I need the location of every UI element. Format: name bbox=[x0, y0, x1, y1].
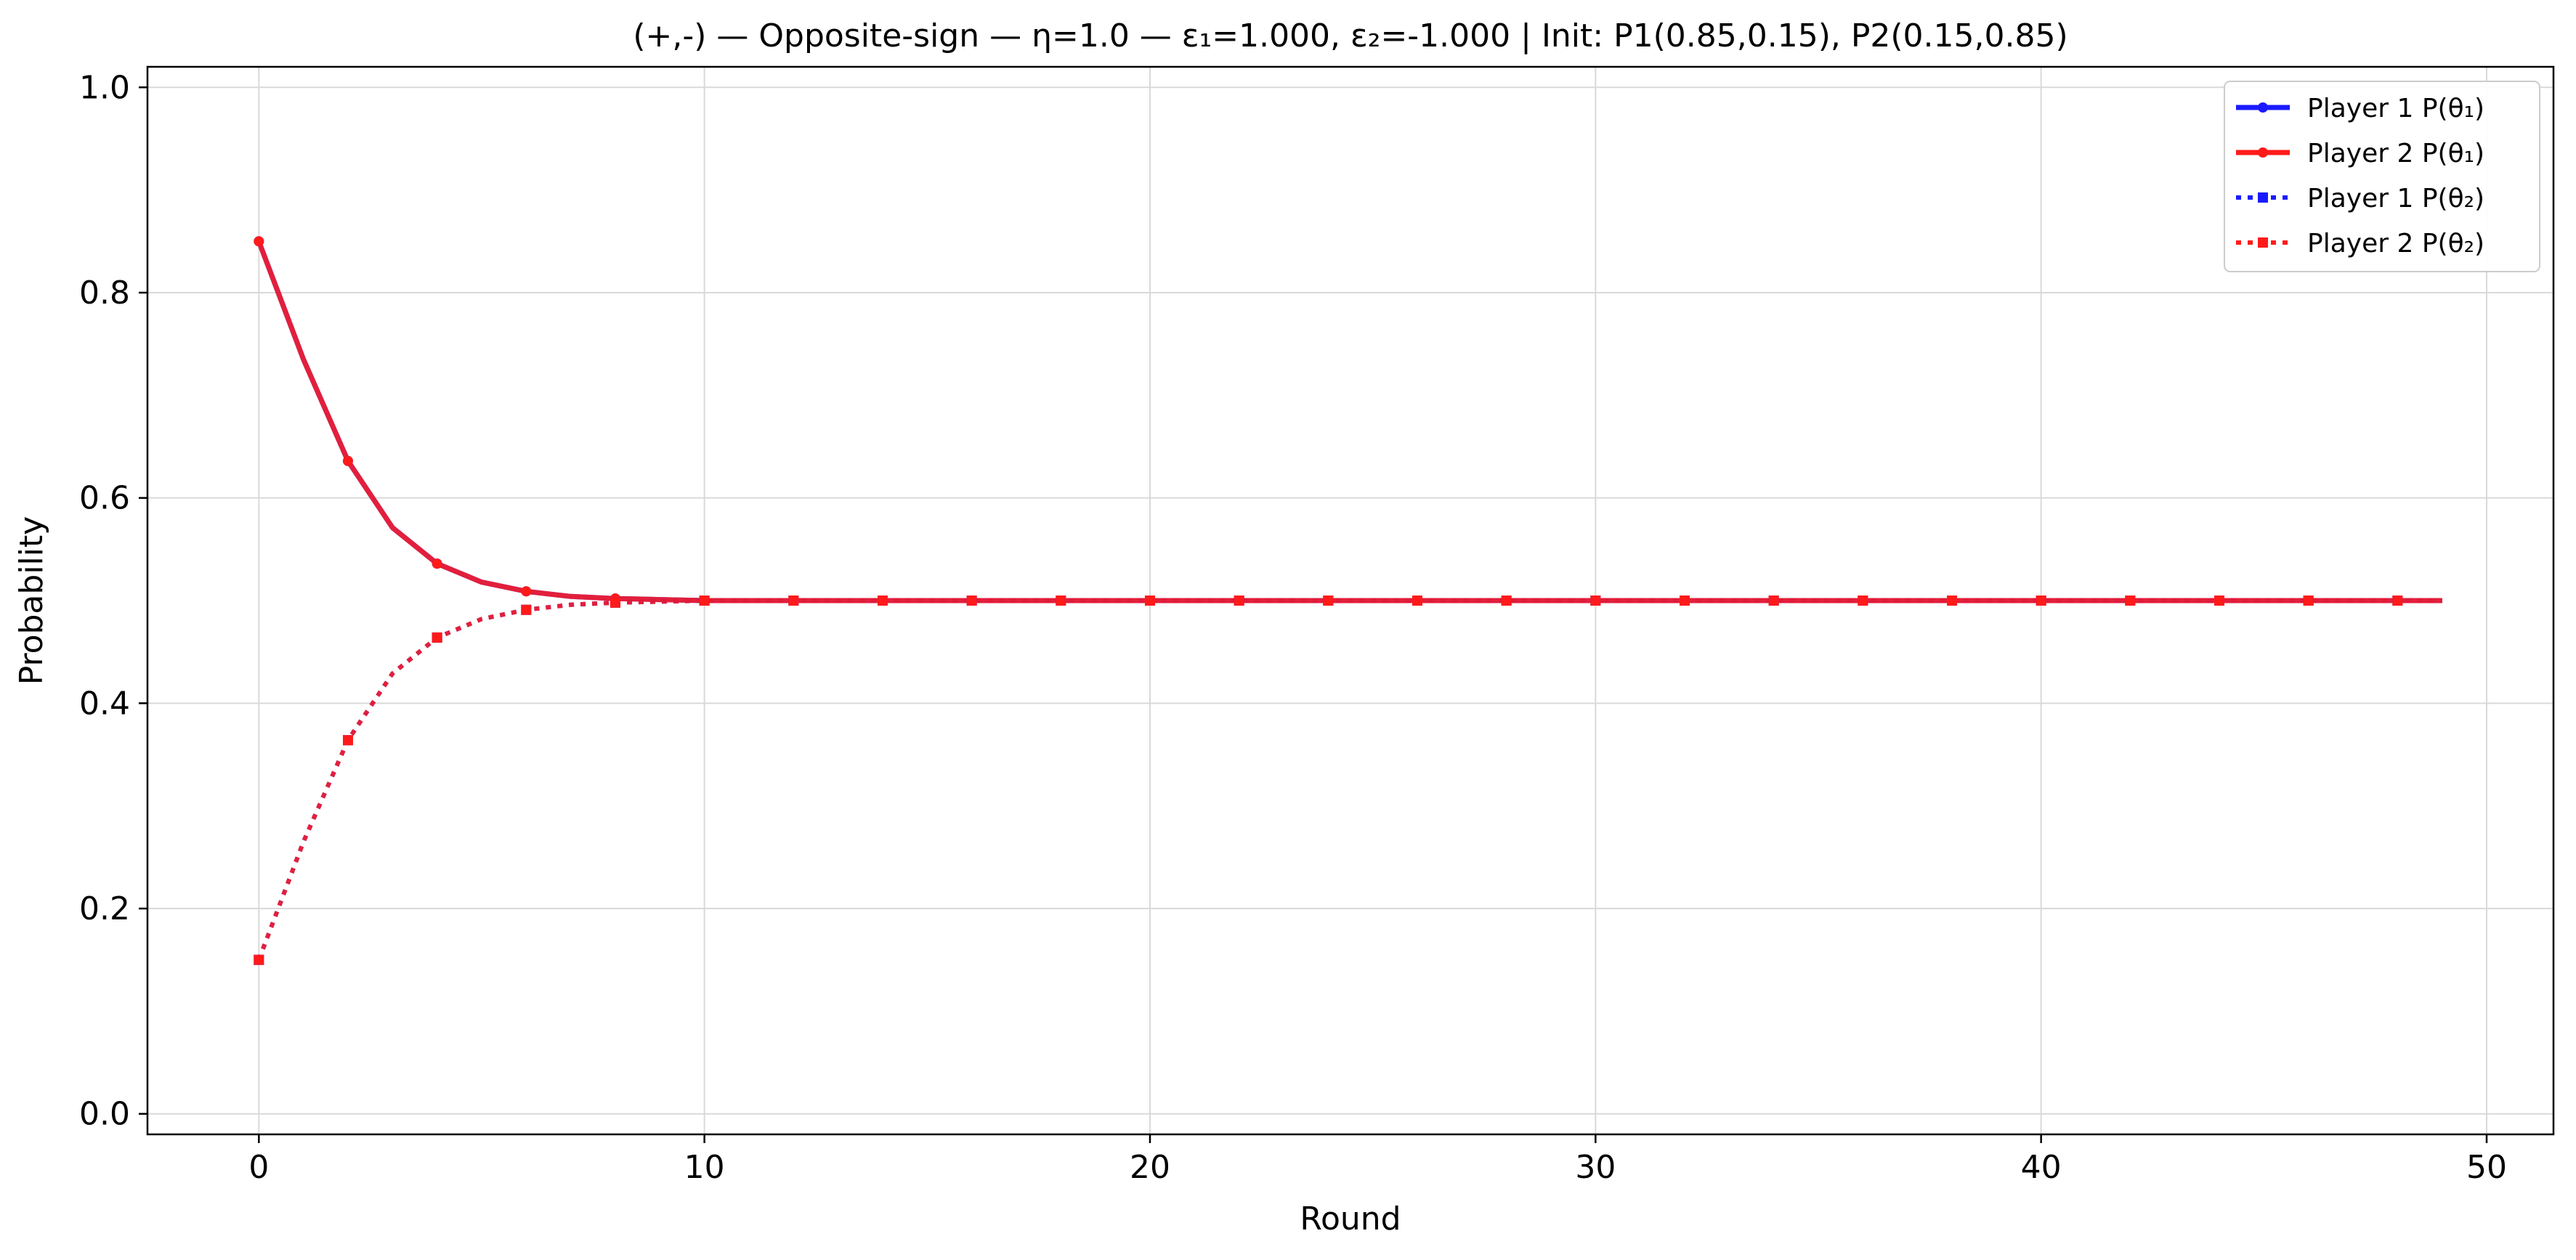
series-4-point bbox=[521, 604, 532, 615]
y-tick-label: 0.2 bbox=[79, 890, 130, 927]
legend-marker bbox=[2258, 237, 2268, 248]
legend-marker bbox=[2258, 102, 2268, 113]
series-markers bbox=[254, 236, 2403, 965]
series-4-point bbox=[2303, 596, 2314, 606]
series-4-point bbox=[610, 597, 620, 608]
series-4-point bbox=[1947, 596, 1957, 606]
series-line-4 bbox=[256, 598, 2442, 961]
series-4-point bbox=[2214, 596, 2224, 606]
series-4-point bbox=[1056, 596, 1066, 606]
series-4-point bbox=[1590, 596, 1601, 606]
series-4-point bbox=[1858, 596, 1868, 606]
series-4-point bbox=[966, 596, 977, 606]
y-tick-label: 0.0 bbox=[79, 1096, 130, 1133]
series-2-point bbox=[343, 455, 353, 466]
chart-title: (+,-) — Opposite-sign — η=1.0 — ε₁=1.000… bbox=[633, 17, 2067, 54]
series-4-point bbox=[1501, 596, 1512, 606]
series-lines bbox=[256, 240, 2442, 961]
x-tick-label: 50 bbox=[2466, 1149, 2507, 1186]
series-4-point bbox=[343, 735, 353, 746]
series-4-point bbox=[699, 596, 710, 606]
x-tick-label: 40 bbox=[2021, 1149, 2062, 1186]
series-4-point bbox=[1145, 596, 1155, 606]
series-4-point bbox=[432, 632, 442, 643]
x-tick-label: 30 bbox=[1575, 1149, 1616, 1186]
legend-label: Player 2 P(θ₁) bbox=[2307, 139, 2484, 168]
series-4-point bbox=[2125, 596, 2136, 606]
legend-label: Player 1 P(θ₂) bbox=[2307, 184, 2484, 214]
y-tick-label: 1.0 bbox=[79, 69, 130, 106]
series-2-point bbox=[432, 558, 442, 569]
legend-marker bbox=[2258, 192, 2268, 203]
legend: Player 1 P(θ₁) Player 2 P(θ₁) Player 1 P(θ… bbox=[2224, 81, 2540, 272]
legend-box bbox=[2224, 81, 2540, 272]
series-2-point bbox=[254, 236, 264, 247]
series-4-point bbox=[788, 596, 799, 606]
legend-label: Player 1 P(θ₁) bbox=[2307, 94, 2484, 123]
series-4-point bbox=[1323, 596, 1334, 606]
series-4-point bbox=[254, 954, 264, 965]
y-axis-ticks: 0.0 0.2 0.4 0.6 0.8 1.0 bbox=[79, 69, 147, 1133]
x-axis-ticks: 0 10 20 30 40 50 bbox=[248, 1134, 2507, 1186]
series-4-point bbox=[878, 596, 888, 606]
x-tick-label: 10 bbox=[684, 1149, 725, 1186]
series-4-point bbox=[1680, 596, 1690, 606]
y-axis-label: Probability bbox=[13, 516, 50, 686]
y-tick-label: 0.8 bbox=[79, 275, 130, 312]
y-tick-label: 0.6 bbox=[79, 480, 130, 517]
series-2-point bbox=[521, 586, 532, 597]
series-4-point bbox=[2036, 596, 2046, 606]
y-tick-label: 0.4 bbox=[79, 685, 130, 722]
x-tick-label: 20 bbox=[1130, 1149, 1170, 1186]
series-4-point bbox=[1234, 596, 1244, 606]
plot-frame bbox=[146, 65, 2555, 1136]
x-axis-label: Round bbox=[1300, 1200, 1401, 1237]
series-4-point bbox=[1412, 596, 1422, 606]
series-4-point bbox=[2392, 596, 2403, 606]
legend-label: Player 2 P(θ₂) bbox=[2307, 229, 2484, 259]
x-tick-label: 0 bbox=[248, 1149, 269, 1186]
series-4-point bbox=[1768, 596, 1779, 606]
legend-marker bbox=[2258, 147, 2268, 158]
